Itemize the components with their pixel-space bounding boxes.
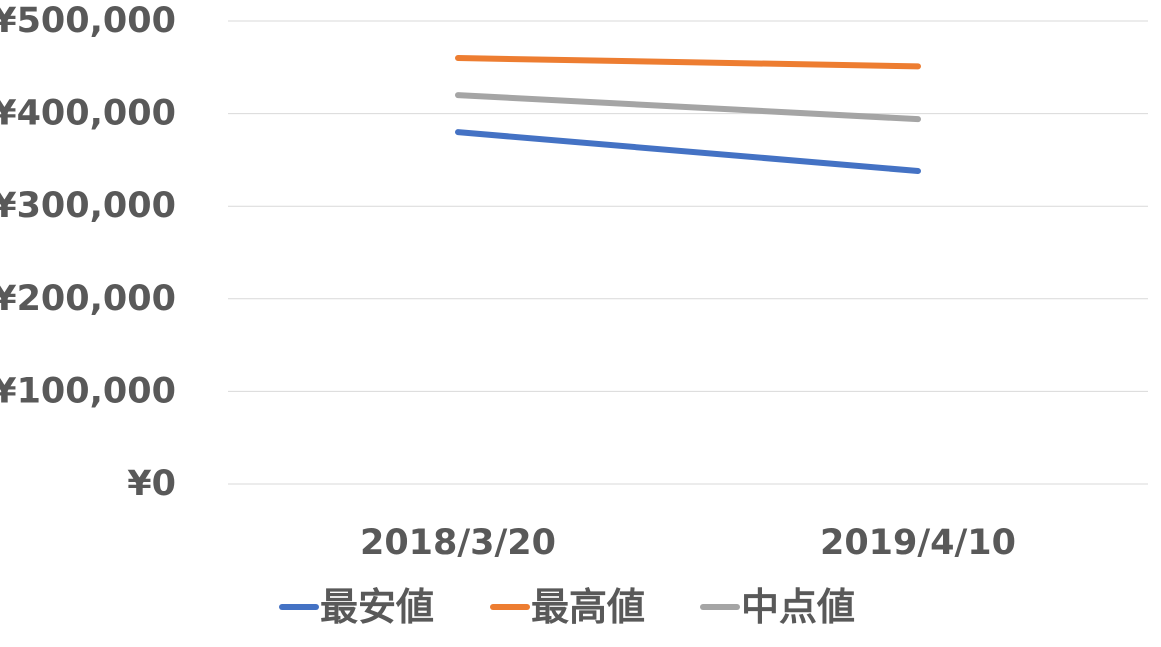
x-tick-label: 2018/3/20 [360, 523, 556, 563]
series-line-0 [455, 129, 921, 175]
x-tick-label: 2019/4/10 [820, 523, 1016, 563]
legend-label: 最高値 [531, 585, 645, 629]
y-tick-label: ¥300,000 [0, 186, 176, 226]
legend: 最安値 最高値 中点値 [279, 585, 855, 629]
series-line-2 [455, 92, 921, 123]
y-tick-label: ¥100,000 [0, 371, 176, 411]
series-lines [455, 55, 921, 175]
y-tick-label: ¥200,000 [0, 279, 176, 319]
y-tick-label: ¥500,000 [0, 1, 176, 41]
x-axis-ticks: 2018/3/20 2019/4/10 [360, 523, 1016, 563]
y-axis-ticks: ¥0 ¥100,000 ¥200,000 ¥300,000 ¥400,000 ¥500,0… [0, 1, 176, 504]
series-line-1 [455, 55, 921, 70]
y-tick-label: ¥0 [127, 464, 176, 504]
y-tick-label: ¥400,000 [0, 94, 176, 134]
legend-label: 中点値 [741, 585, 855, 629]
gridlines [228, 20, 1148, 485]
legend-label: 最安値 [320, 585, 434, 629]
